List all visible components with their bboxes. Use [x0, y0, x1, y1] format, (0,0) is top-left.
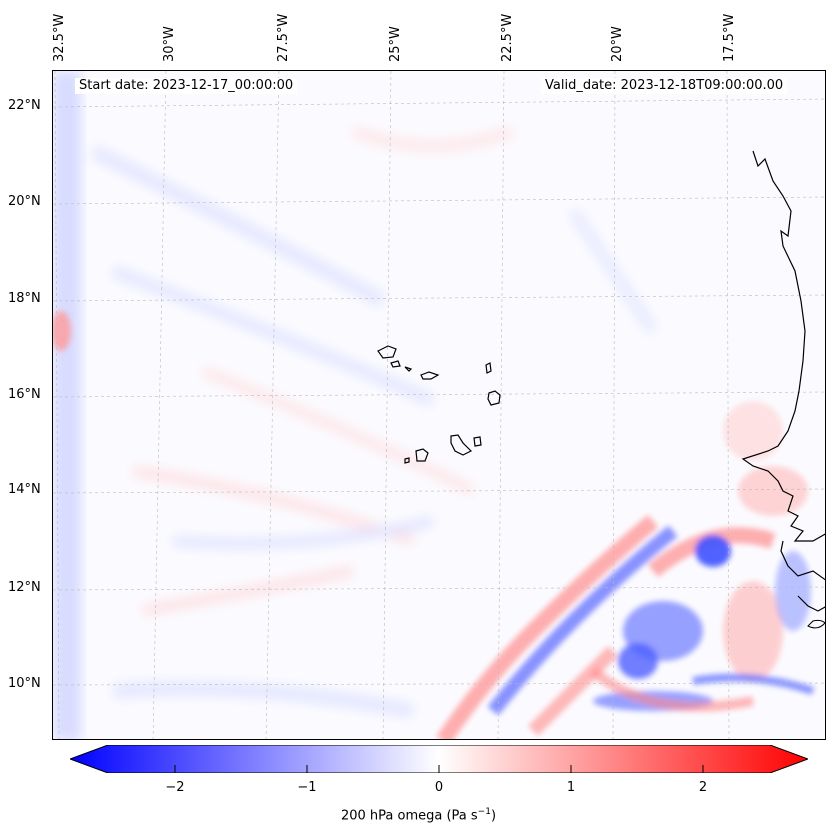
- lat-label-16n: 16°N: [8, 387, 41, 402]
- graticule: [53, 71, 825, 739]
- lon-label-32-5w: 32.5°W: [52, 13, 67, 62]
- colorbar-label-end: ): [490, 808, 497, 824]
- colorbar-label-main: 200 hPa omega (Pa s: [340, 808, 478, 824]
- field-blue-left-edge: [53, 71, 81, 739]
- lon-label-17-5w: 17.5°W: [722, 13, 737, 62]
- cb-tick-0: 0: [434, 780, 444, 795]
- omega-field-map: [53, 71, 825, 739]
- coastline-islet: [807, 619, 825, 629]
- colorbar-label: 200 hPa omega (Pa s−1): [0, 807, 837, 823]
- map-panel: [52, 70, 826, 740]
- lon-label-20w: 20°W: [610, 26, 625, 62]
- cape-verde-islands: [377, 345, 501, 464]
- lon-label-22-5w: 22.5°W: [500, 13, 515, 62]
- cb-tick-1: 1: [566, 780, 576, 795]
- cb-tick-neg1: −1: [297, 780, 317, 795]
- colorbar-label-exponent: −1: [477, 807, 491, 817]
- cb-tick-2: 2: [698, 780, 708, 795]
- lat-label-14n: 14°N: [8, 482, 41, 497]
- lat-label-10n: 10°N: [8, 676, 41, 691]
- cb-tick-neg2: −2: [165, 780, 185, 795]
- lon-label-25w: 25°W: [388, 26, 403, 62]
- field-strong-southeast: [436, 401, 815, 739]
- lat-label-22n: 22°N: [8, 98, 41, 113]
- coastline-bissau: [797, 595, 825, 612]
- coastline-africa: [741, 150, 825, 542]
- colorbar-gradient: [70, 745, 808, 773]
- lat-label-20n: 20°N: [8, 194, 41, 209]
- lat-label-12n: 12°N: [8, 580, 41, 595]
- field-faint-streaks: [89, 125, 658, 718]
- lon-label-30w: 30°W: [162, 26, 177, 62]
- valid-date-label: Valid_date: 2023-12-18T09:00:00.00: [541, 78, 788, 94]
- colorbar: [70, 745, 808, 773]
- coastline-guinea: [780, 540, 825, 581]
- field-red-left-spot: [53, 311, 71, 351]
- lat-label-18n: 18°N: [8, 291, 41, 306]
- start-date-label: Start date: 2023-12-17_00:00:00: [75, 78, 298, 94]
- lon-label-27-5w: 27.5°W: [276, 13, 291, 62]
- field-background: [53, 71, 825, 739]
